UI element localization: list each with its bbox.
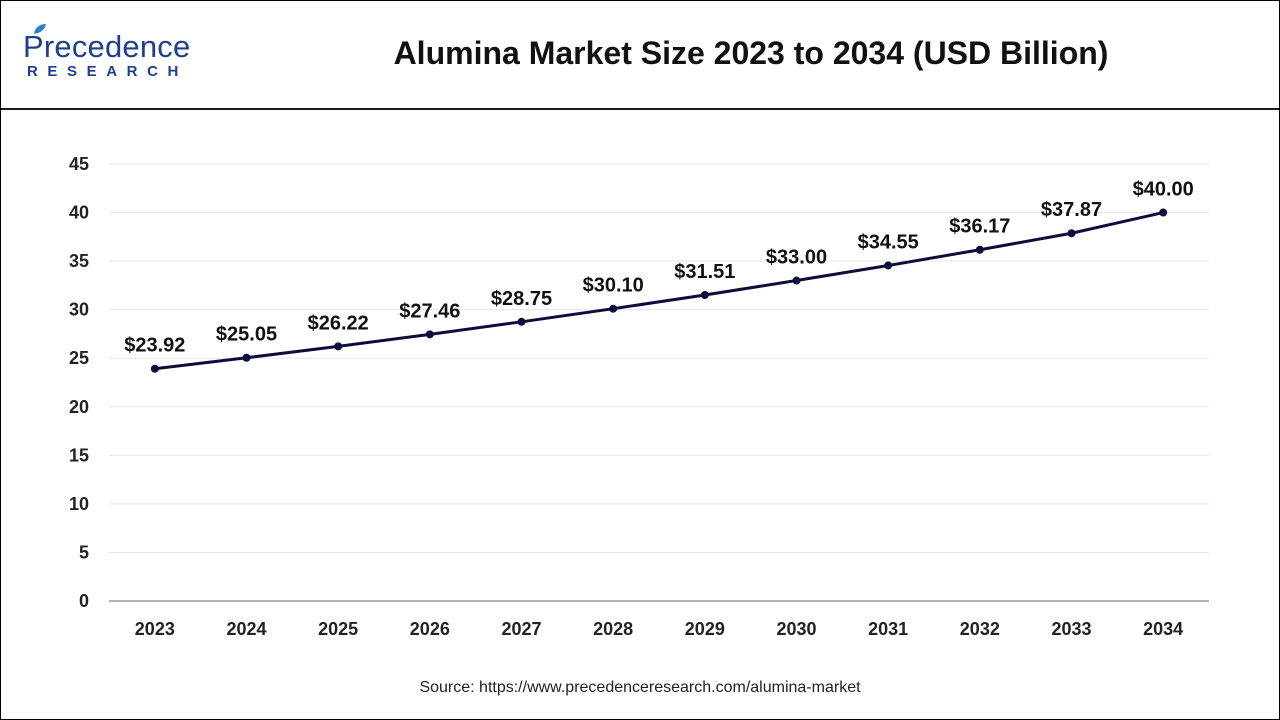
y-tick-label: 5 (79, 542, 89, 562)
data-point (884, 261, 893, 270)
data-label: $25.05 (216, 324, 277, 346)
source-note: Source: https://www.precedenceresearch.c… (419, 679, 861, 696)
data-point (609, 304, 618, 313)
data-label: $23.92 (124, 335, 185, 357)
y-tick-label: 40 (69, 203, 89, 223)
data-point (242, 353, 251, 362)
x-tick-label: 2029 (685, 619, 725, 639)
logo-subtitle: RESEARCH (27, 63, 188, 80)
x-tick-label: 2025 (318, 619, 358, 639)
x-tick-label: 2027 (501, 619, 541, 639)
data-label: $37.87 (1041, 199, 1102, 221)
data-point (150, 364, 159, 373)
y-tick-label: 15 (69, 445, 89, 465)
x-tick-label: 2034 (1143, 619, 1183, 639)
data-point (1159, 208, 1168, 217)
data-label: $30.10 (583, 275, 644, 297)
data-point (1067, 229, 1076, 238)
x-tick-label: 2030 (776, 619, 816, 639)
y-tick-label: 20 (69, 397, 89, 417)
chart-title: Alumina Market Size 2023 to 2034 (USD Bi… (393, 35, 1109, 71)
x-tick-label: 2024 (226, 619, 266, 639)
y-tick-label: 35 (69, 251, 89, 271)
x-tick-label: 2023 (135, 619, 175, 639)
y-tick-label: 10 (69, 494, 89, 514)
x-tick-label: 2031 (868, 619, 908, 639)
logo-wordmark: Precedence (23, 29, 191, 64)
data-label: $34.55 (858, 231, 919, 253)
x-tick-label: 2028 (593, 619, 633, 639)
leaf-icon (34, 24, 46, 34)
data-label: $40.00 (1133, 179, 1194, 201)
data-point (517, 317, 526, 326)
y-tick-label: 30 (69, 300, 89, 320)
data-point (975, 245, 984, 254)
y-tick-label: 0 (79, 591, 89, 611)
x-tick-label: 2032 (960, 619, 1000, 639)
data-label: $36.17 (949, 216, 1010, 238)
x-tick-label: 2033 (1051, 619, 1091, 639)
header: Precedence RESEARCH Alumina Market Size … (1, 1, 1279, 110)
y-tick-label: 45 (69, 154, 89, 174)
x-tick-label: 2026 (410, 619, 450, 639)
data-point (700, 291, 709, 300)
data-label: $26.22 (308, 312, 369, 334)
data-label: $33.00 (766, 247, 827, 269)
data-label: $28.75 (491, 288, 552, 310)
series-line (154, 211, 1164, 371)
y-tick-label: 25 (69, 348, 89, 368)
data-point (792, 276, 801, 285)
brand-logo: Precedence RESEARCH (23, 24, 223, 85)
data-label: $31.51 (674, 261, 735, 283)
data-point (334, 342, 343, 351)
data-label: $27.46 (399, 300, 460, 322)
data-point (425, 330, 434, 339)
